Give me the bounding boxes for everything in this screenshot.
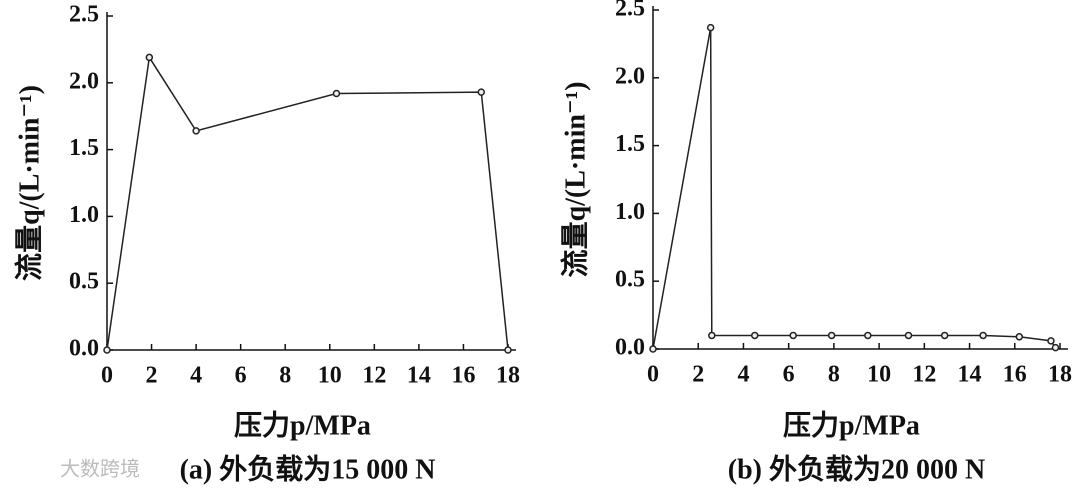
- point: [103, 346, 111, 354]
- x-tick-label: 12: [362, 363, 386, 389]
- point: [827, 331, 836, 340]
- point: [1051, 343, 1060, 352]
- y-tick-label: 0.5: [69, 269, 99, 295]
- x-tick-label: 0: [647, 362, 659, 388]
- x-tick-label: 18: [496, 363, 520, 389]
- x-axis-label: 压力p/MPa: [234, 409, 371, 441]
- y-axis-label: 流量q/(L·min⁻¹): [559, 82, 591, 278]
- y-tick-label: 1.0: [615, 199, 645, 225]
- y-tick-label: 0.0: [615, 335, 645, 361]
- series-line: [652, 27, 1057, 350]
- y-tick-label: 2.0: [69, 68, 99, 94]
- y-axis-label: 流量q/(L·min⁻¹): [13, 85, 45, 281]
- caption: (a) 外负载为15 000 N: [180, 453, 436, 485]
- y-tick-label: 1.5: [615, 131, 645, 157]
- y-tick-label: 0.5: [615, 267, 645, 293]
- x-tick-label: 6: [235, 363, 247, 389]
- point: [332, 89, 341, 98]
- point: [1047, 337, 1055, 345]
- point: [979, 331, 987, 340]
- x-axis-label: 压力p/MPa: [783, 409, 920, 441]
- point: [145, 53, 154, 62]
- x-tick-label: 8: [828, 362, 840, 388]
- x-tick-label: 10: [318, 363, 342, 389]
- point: [864, 331, 872, 340]
- point: [940, 331, 949, 340]
- point: [504, 346, 512, 354]
- x-tick-label: 12: [912, 362, 936, 388]
- x-tick-label: 14: [407, 363, 431, 389]
- x-tick-label: 16: [451, 363, 475, 389]
- point: [706, 23, 715, 32]
- series-line: [106, 55, 509, 351]
- point: [477, 88, 486, 96]
- watermark: 大数跨境: [60, 457, 140, 481]
- point: [904, 331, 913, 340]
- x-tick-label: 4: [190, 363, 202, 389]
- caption: (b) 外负载为20 000 N: [728, 453, 985, 485]
- x-tick-label: 4: [737, 362, 749, 388]
- point: [789, 331, 797, 340]
- x-tick-label: 2: [146, 363, 158, 389]
- x-tick-label: 14: [958, 362, 982, 388]
- y-tick-label: 2.0: [615, 63, 645, 89]
- x-tick-label: 6: [783, 362, 795, 388]
- point: [751, 331, 759, 340]
- x-tick-label: 16: [1003, 362, 1027, 388]
- x-tick-label: 8: [279, 363, 291, 389]
- point: [708, 331, 716, 340]
- y-tick-label: 1.5: [69, 135, 99, 161]
- y-tick-label: 1.0: [69, 202, 99, 228]
- y-tick-label: 2.5: [615, 0, 645, 22]
- point: [192, 127, 200, 135]
- y-tick-label: 2.5: [69, 2, 99, 28]
- y-tick-label: 0.0: [69, 336, 99, 362]
- point: [649, 345, 657, 353]
- x-tick-label: 10: [867, 362, 891, 388]
- x-tick-label: 0: [101, 363, 113, 389]
- point: [1015, 333, 1024, 341]
- x-tick-label: 18: [1048, 362, 1072, 388]
- x-tick-label: 2: [692, 362, 704, 388]
